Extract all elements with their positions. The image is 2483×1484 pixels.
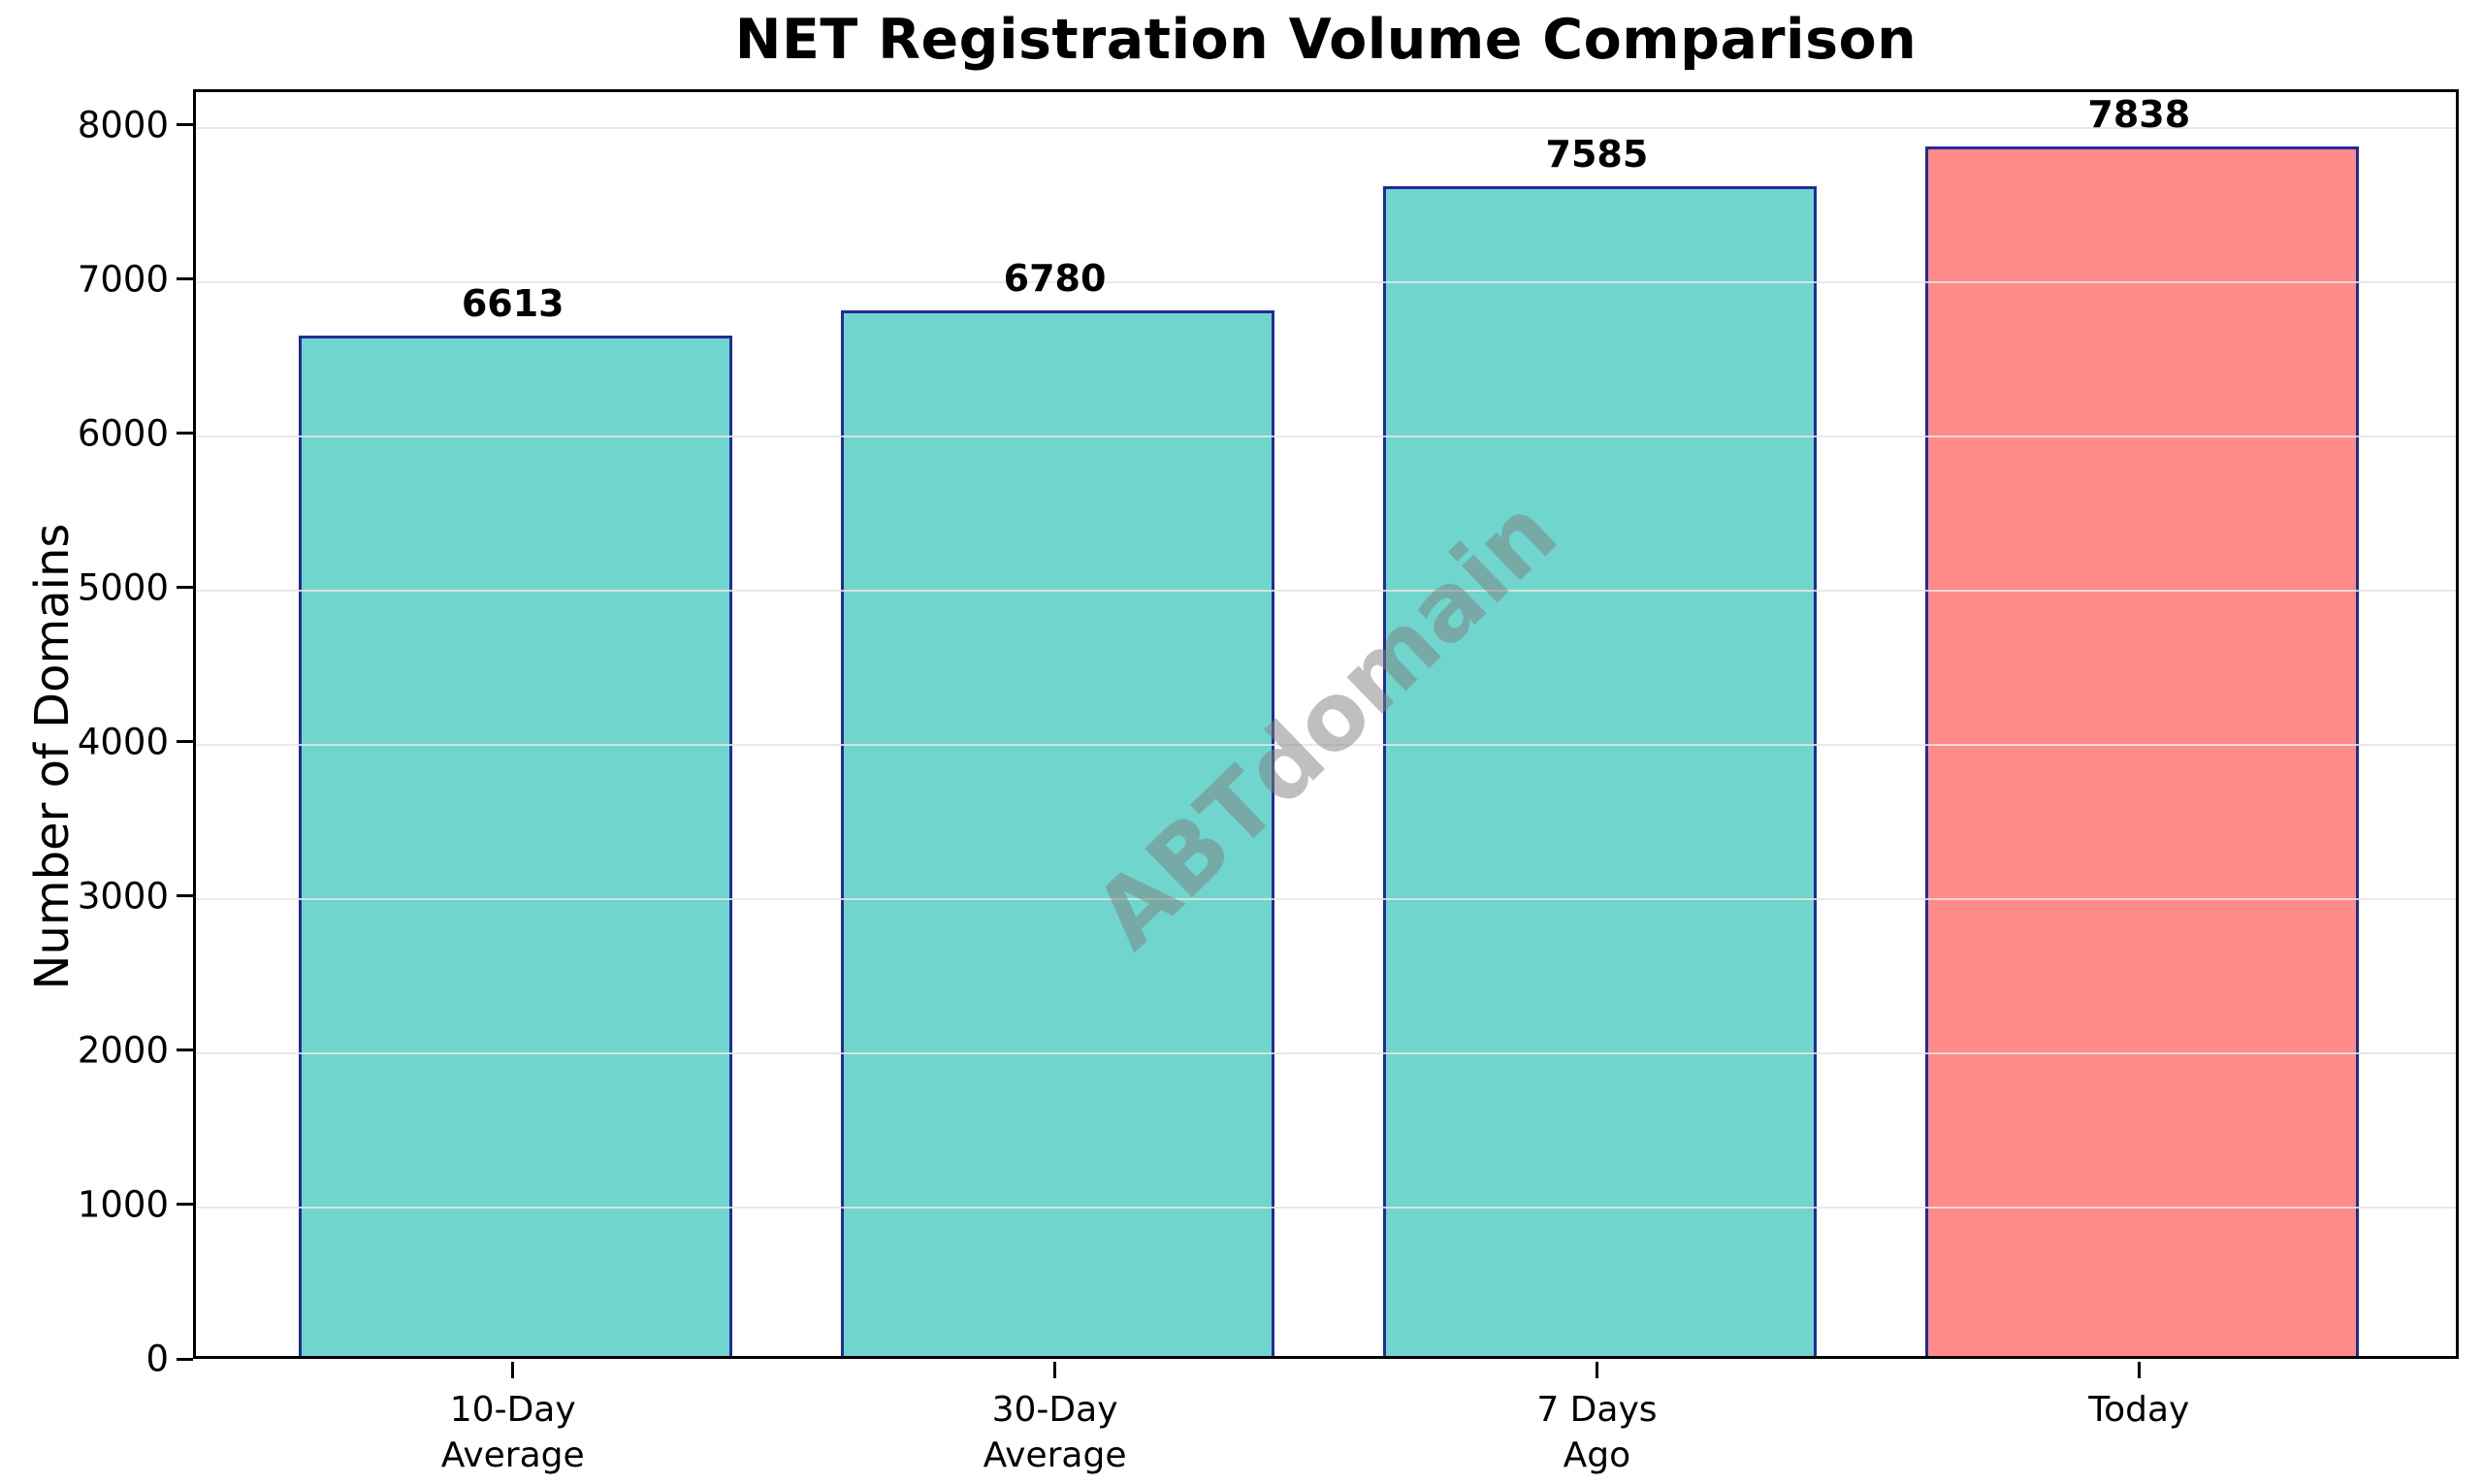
y-tick-label-5000: 5000 (77, 566, 169, 609)
x-tick-mark-3 (2137, 1362, 2141, 1378)
y-tick-mark-7000 (177, 277, 193, 281)
x-tick-label-3: Today (2088, 1390, 2190, 1430)
bar-value-label-3: 7838 (2087, 93, 2191, 137)
y-tick-mark-5000 (177, 586, 193, 590)
gridline-y-7000 (196, 280, 2456, 283)
y-tick-label-7000: 7000 (77, 258, 169, 301)
x-tick-mark-1 (1053, 1362, 1057, 1378)
y-tick-mark-4000 (177, 740, 193, 744)
y-tick-label-2000: 2000 (77, 1029, 169, 1072)
y-tick-mark-0 (177, 1357, 193, 1361)
gridline-y-3000 (196, 897, 2456, 900)
y-tick-mark-1000 (177, 1203, 193, 1207)
gridline-y-6000 (196, 435, 2456, 437)
y-tick-mark-2000 (177, 1048, 193, 1052)
x-tick-mark-0 (511, 1362, 515, 1378)
x-tick-label-0: 10-Day Average (440, 1390, 585, 1475)
bar-1 (841, 309, 1275, 1356)
gridline-y-5000 (196, 589, 2456, 592)
y-tick-label-4000: 4000 (77, 721, 169, 763)
y-tick-label-6000: 6000 (77, 412, 169, 455)
gridline-y-1000 (196, 1206, 2456, 1209)
y-tick-label-8000: 8000 (77, 104, 169, 146)
bar-value-label-0: 6613 (461, 282, 564, 326)
gridline-y-4000 (196, 743, 2456, 746)
y-tick-mark-6000 (177, 432, 193, 436)
bar-2 (1382, 185, 1817, 1356)
bar-3 (1924, 146, 2359, 1356)
x-tick-label-1: 30-Day Average (983, 1390, 1127, 1475)
y-tick-label-0: 0 (145, 1338, 169, 1380)
gridline-y-8000 (196, 126, 2456, 129)
x-tick-label-2: 7 Days Ago (1536, 1390, 1658, 1475)
chart-title: NET Registration Volume Comparison (734, 8, 1918, 72)
bar-0 (299, 336, 733, 1356)
bar-value-label-2: 7585 (1545, 132, 1649, 176)
y-tick-mark-8000 (177, 123, 193, 127)
bar-value-label-1: 6780 (1003, 256, 1107, 300)
x-tick-mark-2 (1595, 1362, 1598, 1378)
y-tick-label-3000: 3000 (77, 875, 169, 918)
plot-area (193, 89, 2459, 1359)
y-tick-mark-3000 (177, 894, 193, 898)
gridline-y-2000 (196, 1051, 2456, 1054)
y-tick-label-1000: 1000 (77, 1183, 169, 1226)
